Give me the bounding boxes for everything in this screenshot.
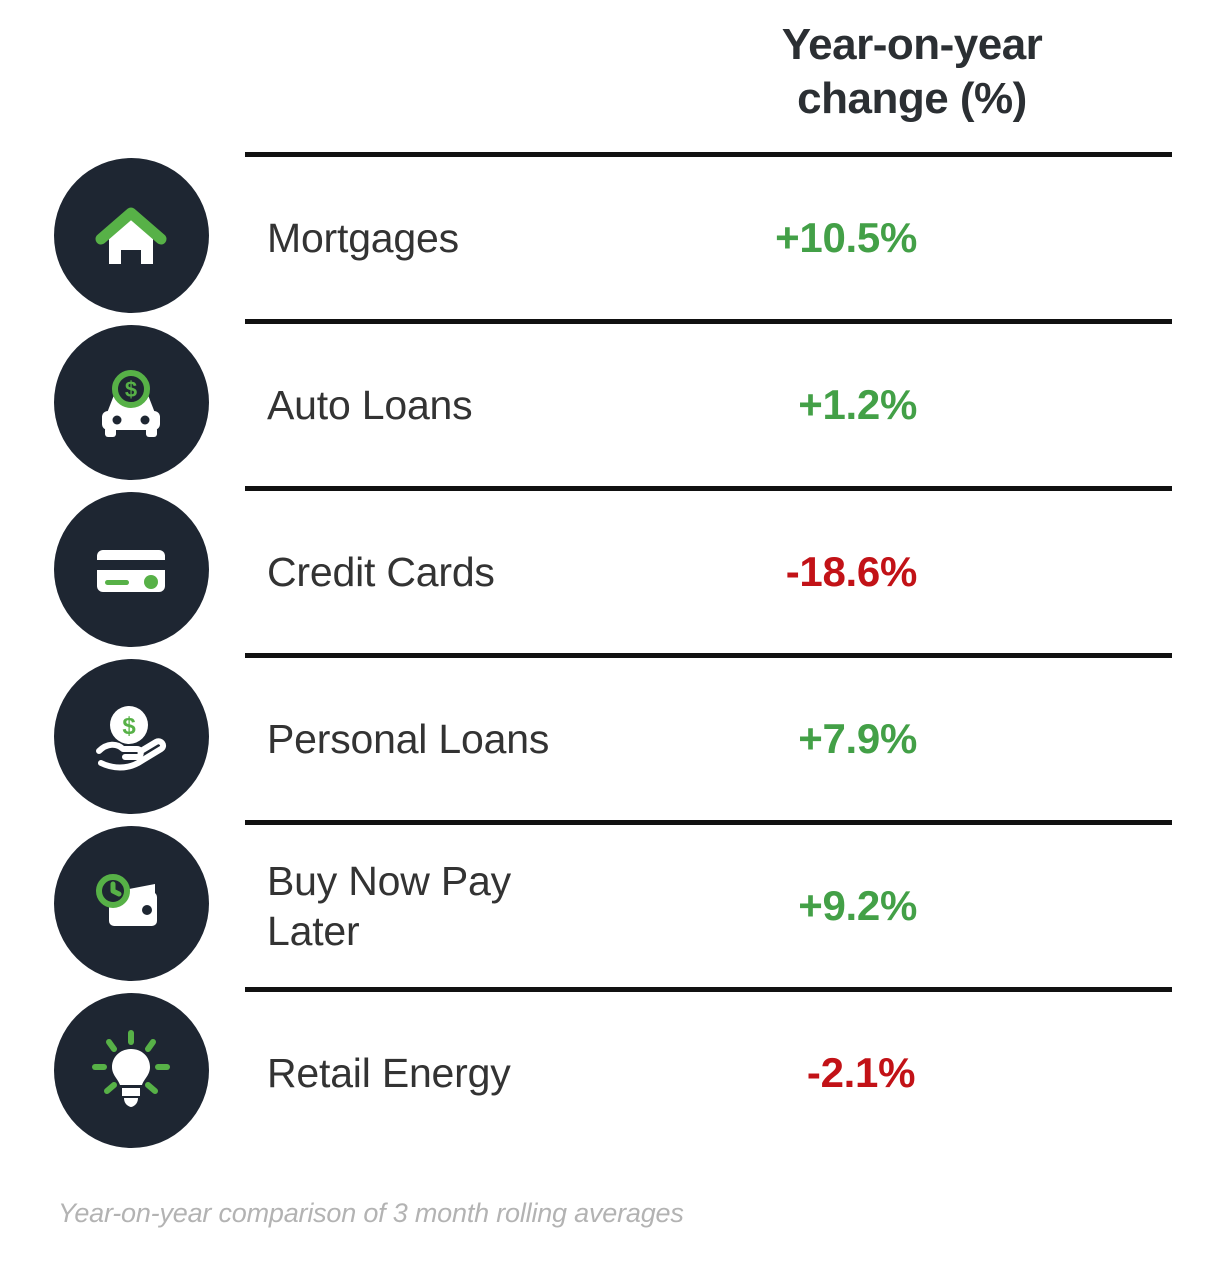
lightbulb-icon [53, 993, 209, 1148]
icon-slot-personal-loans: $ [46, 653, 216, 820]
car-dollar-icon: $ [53, 325, 209, 480]
wallet-clock-icon [53, 826, 209, 981]
comparison-table: Mortgages +10.5% Auto Loans +1.2% Credit… [245, 152, 1172, 1154]
table-row: Buy Now Pay Later +9.2% [245, 820, 1172, 987]
table-row: Personal Loans +7.9% [245, 653, 1172, 820]
row-label-personal-loans: Personal Loans [267, 715, 550, 762]
icon-slot-auto-loans: $ [46, 319, 216, 486]
footnote: Year-on-year comparison of 3 month rolli… [58, 1198, 684, 1228]
svg-text:$: $ [125, 377, 137, 402]
hand-coin-icon: $ [53, 659, 209, 814]
row-value-buy-now-pay-later: +9.2% [798, 882, 917, 929]
house-icon [53, 158, 209, 313]
icon-column: $ $ [46, 152, 216, 1154]
table-header: Year-on-year change (%) [726, 18, 1098, 125]
row-value-retail-energy: -2.1% [806, 1049, 916, 1096]
icon-slot-mortgages [46, 152, 216, 319]
icon-slot-credit-cards [46, 486, 216, 653]
row-label-auto-loans: Auto Loans [267, 381, 473, 428]
icon-slot-retail-energy [46, 987, 216, 1154]
row-value-personal-loans: +7.9% [798, 715, 917, 762]
table-row: Retail Energy -2.1% [245, 987, 1172, 1154]
row-label-credit-cards: Credit Cards [267, 548, 495, 595]
row-value-auto-loans: +1.2% [798, 381, 917, 428]
column-header-year-on-year-change: Year-on-year change (%) [781, 20, 1043, 123]
row-label-retail-energy: Retail Energy [267, 1049, 511, 1096]
icon-slot-buy-now-pay-later [46, 820, 216, 987]
credit-card-icon [53, 492, 209, 647]
row-value-mortgages: +10.5% [775, 214, 917, 261]
table-row: Credit Cards -18.6% [245, 486, 1172, 653]
svg-text:$: $ [122, 713, 136, 740]
row-label-buy-now-pay-later: Buy Now Pay Later [267, 857, 511, 954]
table-row: Auto Loans +1.2% [245, 319, 1172, 486]
table-row: Mortgages +10.5% [245, 152, 1172, 319]
row-value-credit-cards: -18.6% [785, 548, 918, 595]
row-label-mortgages: Mortgages [267, 214, 459, 261]
